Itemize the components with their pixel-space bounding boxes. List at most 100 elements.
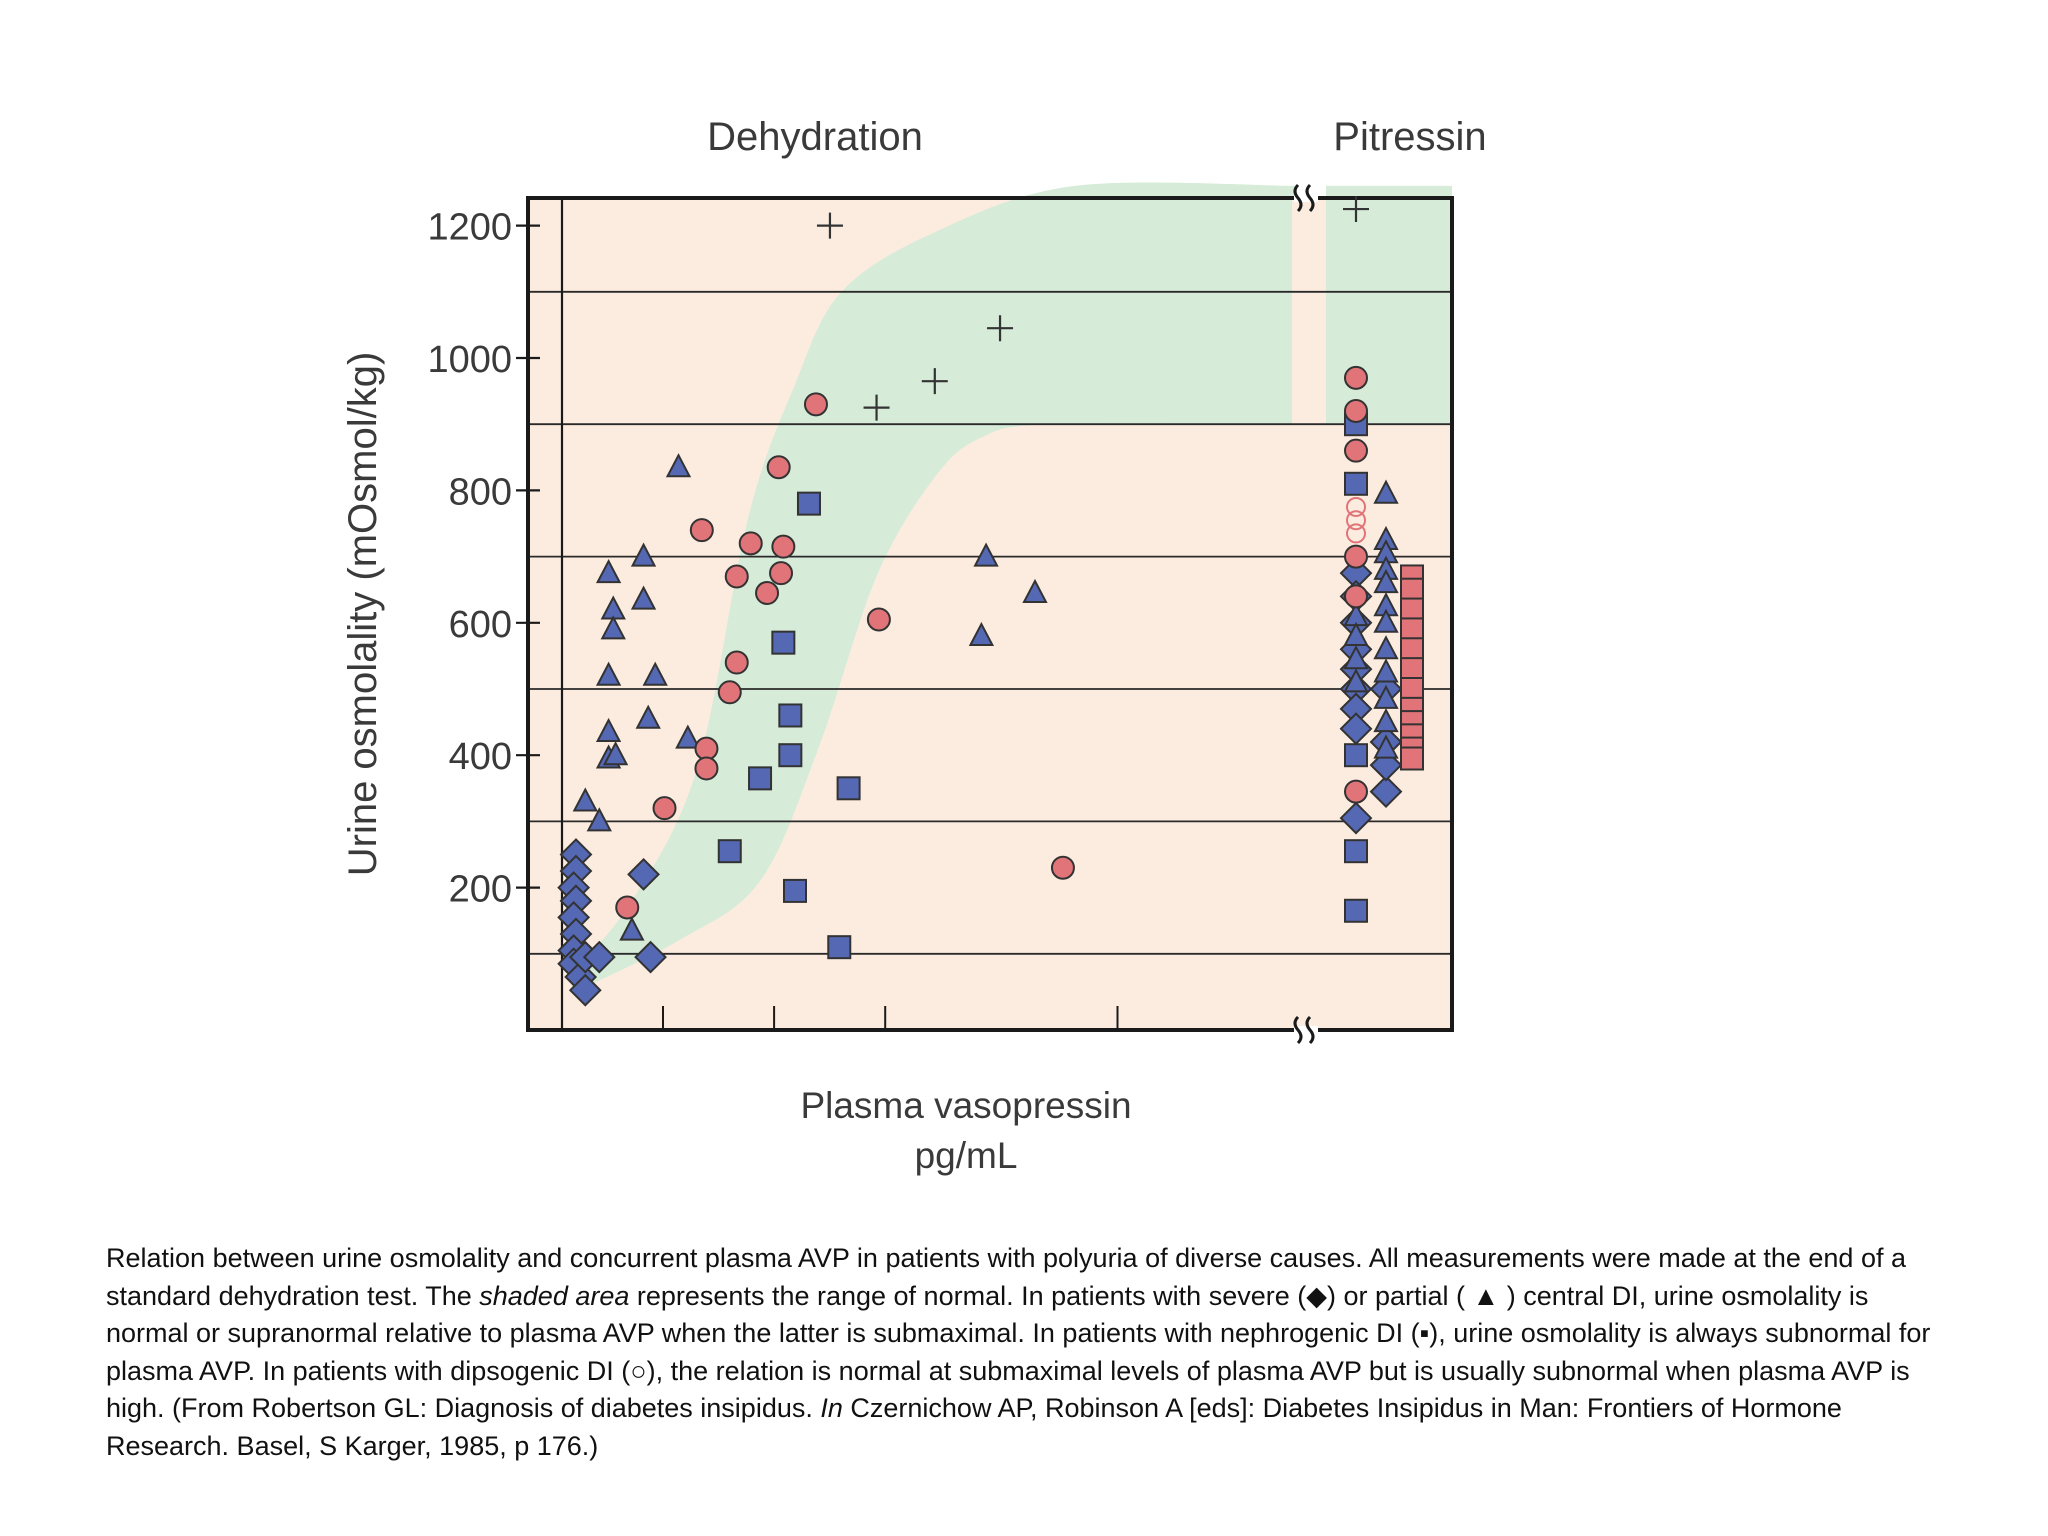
triangle-marker xyxy=(619,916,645,941)
square-marker xyxy=(1400,637,1424,662)
triangle-marker xyxy=(595,717,622,743)
section-title-dehydration: Dehydration xyxy=(707,115,923,159)
square-marker xyxy=(1400,746,1424,771)
plot-frame xyxy=(526,196,1454,1032)
triangle-marker xyxy=(572,787,598,812)
circle-marker xyxy=(652,796,677,821)
circle-marker xyxy=(1344,398,1368,423)
triangle-marker xyxy=(1373,608,1399,633)
triangle-marker xyxy=(1343,645,1369,670)
y-tick-label: 1200 xyxy=(427,207,512,249)
caption-shaded-area: shaded area xyxy=(479,1280,630,1311)
circle-marker xyxy=(803,392,828,417)
circle-marker xyxy=(738,531,763,556)
x-axis-label-line2: pg/mL xyxy=(915,1135,1018,1176)
y-tick-label: 400 xyxy=(449,736,512,778)
y-tick-label: 600 xyxy=(449,604,512,646)
triangle-marker xyxy=(1373,707,1399,733)
circle-marker xyxy=(755,581,780,606)
axis-break-mark xyxy=(1293,1015,1315,1045)
triangle-marker xyxy=(630,585,657,610)
square-marker xyxy=(1400,597,1424,622)
triangle-marker xyxy=(635,704,661,729)
square-marker xyxy=(771,630,796,655)
y-tick-label: 800 xyxy=(449,471,512,513)
square-marker xyxy=(1400,657,1424,682)
plus-marker xyxy=(987,315,1014,342)
open-circle-marker xyxy=(1346,510,1366,531)
square-marker xyxy=(748,766,773,791)
y-tick-label: 1000 xyxy=(427,339,512,381)
open-circle-marker xyxy=(1346,496,1366,517)
triangle-marker xyxy=(630,542,657,567)
triangle-marker xyxy=(595,661,622,686)
normal-range-region xyxy=(571,182,1296,994)
circle-marker xyxy=(689,518,714,543)
circle-marker xyxy=(766,455,791,480)
circle-marker xyxy=(1344,365,1368,390)
axis-break-mark xyxy=(1293,183,1315,213)
square-marker xyxy=(1400,677,1424,701)
circle-marker xyxy=(694,756,719,781)
plus-marker xyxy=(863,394,890,421)
circle-marker xyxy=(771,534,796,559)
square-marker xyxy=(827,935,852,960)
triangle-marker xyxy=(1373,479,1399,504)
triangle-marker xyxy=(1022,578,1048,604)
triangle-marker xyxy=(595,558,622,584)
plus-marker xyxy=(816,212,843,239)
square-marker xyxy=(1400,577,1424,602)
x-axis-label-line1: Plasma vasopressin xyxy=(800,1085,1131,1126)
y-axis-label: Urine osmolality (mOsmol/kg) xyxy=(341,352,385,877)
circle-marker xyxy=(1344,584,1368,609)
section-title-pitressin: Pitressin xyxy=(1333,115,1486,159)
triangle-marker xyxy=(1373,635,1399,660)
diamond-marker xyxy=(1339,801,1373,835)
circle-marker xyxy=(769,561,794,586)
caption-text-2: represents the range of normal. In patie… xyxy=(106,1280,1931,1424)
figure-caption: Relation between urine osmolality and co… xyxy=(106,1240,1946,1465)
plus-marker xyxy=(921,368,948,395)
circle-marker xyxy=(724,650,749,675)
plus-marker xyxy=(1343,196,1369,223)
open-circle-marker xyxy=(1346,523,1366,544)
circle-marker xyxy=(724,564,749,589)
circle-marker xyxy=(1344,779,1368,804)
square-marker xyxy=(783,878,807,903)
square-marker xyxy=(717,839,742,864)
circle-marker xyxy=(615,895,640,920)
circle-marker xyxy=(1050,855,1075,880)
circle-marker xyxy=(694,736,719,761)
triangle-marker xyxy=(973,542,999,567)
axis-break-gap xyxy=(1292,198,1326,1030)
square-marker xyxy=(778,703,803,728)
triangle-marker xyxy=(1373,684,1399,709)
diamond-marker xyxy=(634,940,667,974)
caption-text-3: Czernichow AP, Robinson A [eds]: Diabete… xyxy=(106,1393,1842,1461)
triangle-marker xyxy=(1373,734,1399,759)
circle-marker xyxy=(1344,438,1368,463)
square-marker xyxy=(1344,471,1368,496)
caption-text-1: Relation between urine osmolality and co… xyxy=(106,1243,1906,1311)
diamond-marker xyxy=(627,857,660,891)
square-marker xyxy=(836,776,861,801)
diamond-marker xyxy=(568,973,602,1007)
triangle-marker xyxy=(1373,568,1399,594)
circle-marker xyxy=(717,680,742,705)
diamond-marker xyxy=(582,940,616,974)
triangle-marker xyxy=(1343,668,1369,693)
square-marker xyxy=(1344,743,1368,768)
triangle-marker xyxy=(968,621,995,647)
caption-in: In xyxy=(820,1393,843,1423)
triangle-marker xyxy=(665,453,692,478)
y-tick-label: 200 xyxy=(449,869,512,911)
square-marker xyxy=(1344,898,1368,923)
triangle-marker xyxy=(602,741,629,766)
triangle-marker xyxy=(1343,621,1369,647)
diamond-marker xyxy=(1369,775,1403,809)
circle-marker xyxy=(866,607,891,632)
triangle-marker xyxy=(675,724,701,749)
triangle-marker xyxy=(1373,658,1399,683)
triangle-marker xyxy=(586,807,612,832)
